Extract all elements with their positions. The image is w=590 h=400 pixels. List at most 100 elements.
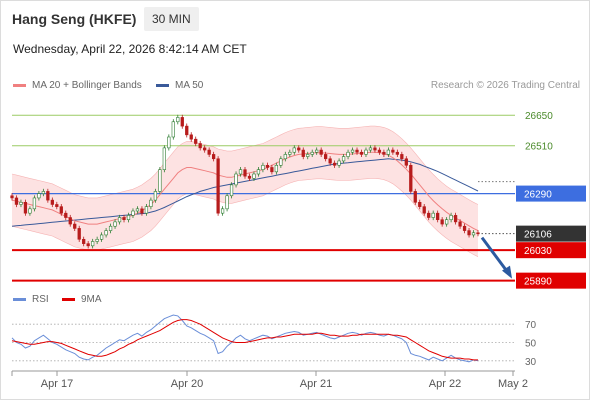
x-tick-label: Apr 21 (300, 378, 332, 390)
candle-body (368, 147, 373, 151)
candle-body (180, 117, 184, 127)
level-26290-label: 26290 (524, 190, 552, 201)
candle-body (194, 138, 198, 144)
candle-body (453, 215, 458, 223)
candle-body (234, 173, 238, 186)
timestamp: Wednesday, April 22, 2026 8:42:14 AM CET (13, 42, 247, 56)
x-tick-label: Apr 22 (429, 378, 461, 390)
candle-body (431, 212, 435, 218)
candle-body (23, 201, 28, 214)
candle-body (283, 154, 287, 160)
candle-body (355, 149, 359, 153)
candle-body (82, 238, 86, 244)
candle-body (46, 191, 50, 201)
candle-body (301, 149, 305, 157)
candle-body (373, 147, 377, 151)
legend-ma20-label: MA 20 + Bollinger Bands (32, 80, 142, 91)
candle-body (140, 208, 144, 214)
candle-body (449, 215, 453, 221)
candle-body (32, 197, 37, 210)
rsi-tick-50: 50 (525, 339, 537, 350)
x-tick-label: Apr 20 (171, 378, 203, 390)
candle-body (95, 238, 99, 242)
candle-body (288, 151, 292, 155)
candle-body (220, 208, 225, 214)
x-tick-label: Apr 17 (41, 378, 73, 390)
candle-body (212, 154, 216, 160)
candle-body (391, 149, 395, 153)
candle-body (167, 136, 171, 149)
candle-body (108, 225, 113, 231)
candle-body (99, 234, 104, 240)
legend-9ma: 9MA (62, 294, 102, 305)
candle-body (332, 162, 337, 166)
candle-body (436, 212, 440, 221)
level-26106-tag (516, 225, 586, 242)
legend-rsi-label: RSI (32, 294, 49, 305)
candle-body (427, 212, 431, 218)
candle-body (28, 208, 32, 214)
candle-body (117, 217, 122, 223)
candle-body (50, 199, 54, 205)
candle-body (216, 158, 220, 214)
candle-body (162, 147, 166, 170)
candle-body (422, 206, 426, 214)
candle-body (158, 169, 162, 192)
candle-body (324, 154, 328, 160)
candle-body (476, 232, 480, 235)
candle-body (37, 193, 41, 199)
candle-body (382, 151, 386, 155)
candle-body (310, 151, 314, 155)
candle-body (198, 143, 202, 149)
candle-body (238, 169, 243, 175)
legend-ma50-label: MA 50 (175, 80, 204, 91)
candle-body (19, 201, 23, 205)
candle-body (400, 154, 404, 160)
candle-body (144, 206, 149, 214)
level-26290-tag (516, 185, 586, 202)
candle-body (458, 221, 462, 227)
candle-body (364, 149, 368, 155)
candle-body (404, 158, 408, 166)
candle-body (386, 149, 391, 155)
candle-body (229, 184, 234, 197)
candle-body (359, 151, 364, 155)
candle-body (122, 217, 126, 221)
legend-9ma-label: 9MA (81, 294, 102, 305)
ma50-swatch (156, 84, 169, 87)
candle-body (104, 230, 108, 236)
candle-body (270, 167, 274, 173)
level-25890-label: 25890 (524, 277, 552, 288)
candle-body (440, 219, 444, 225)
candle-body (346, 151, 350, 157)
level-25890-tag (516, 272, 586, 289)
candle-body (113, 221, 117, 227)
rsi-line (11, 314, 479, 363)
candle-body (467, 230, 471, 236)
candle-body (86, 243, 90, 247)
level-26030-tag (516, 242, 586, 259)
candle-body (171, 121, 175, 138)
candle-body (256, 169, 261, 175)
candle-body (153, 191, 158, 201)
level-26030-label: 26030 (524, 246, 552, 257)
candle-body (315, 149, 319, 153)
interval-button[interactable]: 30 MIN (144, 7, 199, 31)
candle-body (59, 206, 63, 214)
candle-body (413, 191, 417, 203)
candle-body (395, 151, 399, 155)
candle-body (274, 164, 278, 173)
x-tick-label: May 2 (498, 378, 528, 390)
chart-title: Hang Seng (HKFE) (12, 11, 137, 27)
candle-body (409, 164, 413, 192)
candle-body (418, 201, 422, 207)
candle-body (350, 149, 355, 153)
candles (10, 114, 480, 249)
rsi-9ma-line (11, 319, 478, 361)
copyright: Research © 2026 Trading Central (430, 80, 580, 91)
candle-body (91, 241, 95, 247)
candle-body (131, 210, 135, 216)
rsi-tick-70: 70 (525, 320, 537, 331)
candle-body (471, 232, 476, 236)
